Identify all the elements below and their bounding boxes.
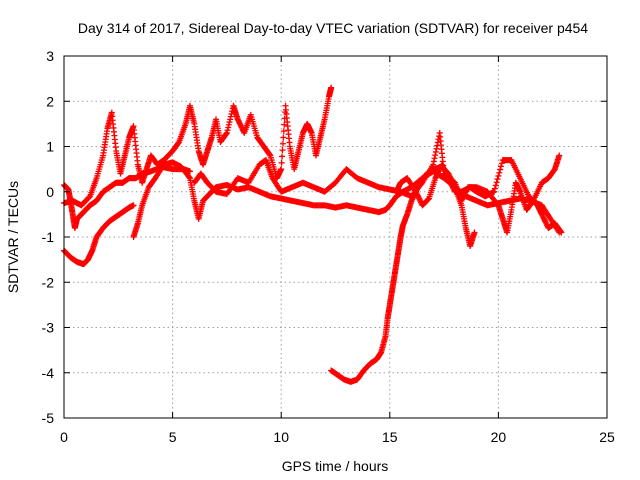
- data-point: [186, 168, 193, 175]
- data-point: [430, 158, 437, 165]
- data-point: [557, 228, 564, 235]
- data-points: [61, 84, 565, 385]
- data-point: [175, 139, 182, 146]
- data-point: [495, 172, 502, 179]
- data-point: [431, 155, 438, 162]
- y-tick-label: -5: [42, 410, 55, 426]
- y-tick-label: 2: [46, 93, 54, 109]
- data-point: [279, 140, 286, 147]
- data-point: [471, 229, 478, 236]
- data-point: [328, 84, 335, 91]
- y-tick-label: 1: [46, 139, 54, 155]
- data-point: [491, 188, 498, 195]
- y-tick-label: -4: [42, 365, 55, 381]
- x-axis-label: GPS time / hours: [282, 458, 389, 474]
- data-point: [186, 174, 193, 181]
- y-axis-label: SDTVAR / TECUs: [5, 181, 21, 293]
- data-point: [432, 152, 439, 159]
- data-point: [227, 116, 234, 123]
- data-point: [225, 124, 232, 131]
- data-point: [278, 159, 285, 166]
- chart-title: Day 314 of 2017, Sidereal Day-to-day VTE…: [78, 20, 588, 36]
- data-point: [493, 179, 500, 186]
- data-point: [280, 134, 287, 141]
- x-tick-label: 10: [273, 429, 289, 445]
- data-point: [280, 128, 287, 135]
- data-point: [223, 129, 230, 136]
- grid: [64, 56, 607, 418]
- x-tick-label: 0: [60, 429, 68, 445]
- data-point: [556, 152, 563, 159]
- data-point: [496, 169, 503, 176]
- data-point: [266, 151, 273, 158]
- data-point: [281, 121, 288, 128]
- data-point: [279, 153, 286, 160]
- data-point: [425, 196, 432, 203]
- x-tick-label: 15: [382, 429, 398, 445]
- data-point: [492, 182, 499, 189]
- tick-labels: 0 5 10 15 20 25 -5 -4 -3 -2 -1 0 1 2 3: [42, 48, 615, 445]
- y-tick-label: 0: [46, 184, 54, 200]
- data-point: [432, 148, 439, 155]
- data-point: [225, 121, 232, 128]
- data-point: [498, 163, 505, 170]
- data-point: [436, 133, 443, 140]
- data-point: [226, 119, 233, 126]
- data-point: [278, 166, 285, 173]
- data-point: [497, 166, 504, 173]
- y-tick-label: -3: [42, 320, 55, 336]
- y-tick-label: -1: [42, 229, 55, 245]
- data-point: [491, 185, 498, 192]
- data-point: [494, 176, 501, 183]
- data-point: [498, 160, 505, 167]
- x-tick-label: 5: [169, 429, 177, 445]
- data-point: [224, 127, 231, 134]
- data-point: [558, 229, 565, 236]
- data-point: [227, 113, 234, 120]
- data-point: [223, 130, 230, 137]
- x-tick-label: 25: [599, 429, 615, 445]
- y-tick-label: 3: [46, 48, 54, 64]
- y-tick-label: -2: [42, 274, 55, 290]
- data-point: [130, 202, 137, 209]
- data-point: [279, 147, 286, 154]
- x-tick-label: 20: [491, 429, 507, 445]
